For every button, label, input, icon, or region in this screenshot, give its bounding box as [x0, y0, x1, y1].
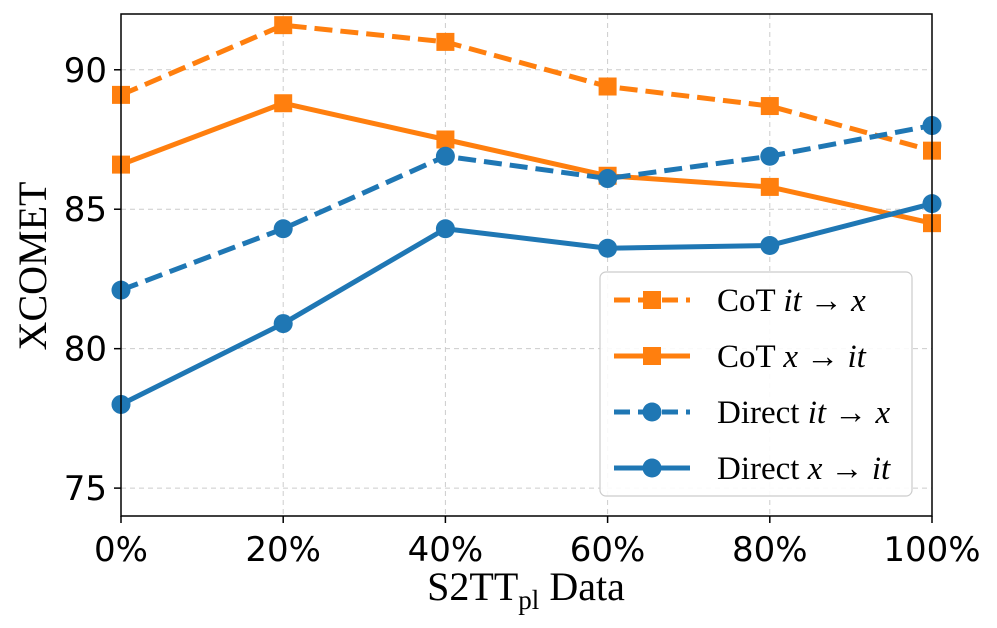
- data-point-square: [598, 77, 617, 96]
- legend-marker-circle: [642, 458, 662, 478]
- series-line: [120, 100, 933, 226]
- x-axis-title-rest: Data: [539, 564, 625, 609]
- legend-label: Direct x → it: [717, 451, 891, 487]
- y-axis-label: XCOMET: [10, 182, 55, 351]
- data-point-circle: [598, 238, 618, 258]
- data-point-circle: [273, 219, 293, 239]
- data-point-square: [274, 94, 293, 113]
- x-axis-title: S2TTpl Data: [427, 564, 625, 615]
- x-tick-label: 80%: [732, 530, 808, 570]
- legend-entry: Direct it → x: [614, 395, 891, 431]
- data-point-square: [436, 32, 455, 51]
- data-point-square: [436, 130, 455, 149]
- x-tick-label: 60%: [570, 530, 646, 570]
- data-point-circle: [598, 169, 618, 189]
- legend-entry: CoT x → it: [614, 339, 867, 375]
- data-point-circle: [760, 146, 780, 166]
- axis-ticks: 0% 20% 40% 60% 80% 100% 75 80 85 90: [64, 51, 981, 570]
- x-axis-title-subscript: pl: [518, 585, 539, 615]
- y-tick-label: 75: [64, 469, 107, 509]
- data-point-square: [274, 16, 293, 35]
- data-point-circle: [435, 146, 455, 166]
- y-tick-label: 85: [64, 190, 107, 230]
- legend-entry: Direct x → it: [614, 451, 891, 487]
- x-axis-title-main: S2TT: [427, 564, 518, 609]
- series-line: [119, 201, 933, 407]
- series-line: [120, 22, 933, 154]
- data-point-square: [760, 177, 779, 196]
- series-4: [111, 194, 942, 414]
- series-layer: [111, 16, 942, 414]
- series-2: [112, 94, 941, 233]
- data-point-square: [760, 97, 779, 116]
- x-tick-label: 100%: [883, 530, 980, 570]
- plot-frame: [120, 13, 933, 517]
- y-tick-label: 90: [64, 51, 107, 91]
- series-1: [112, 16, 941, 160]
- x-tick-label: 0%: [94, 530, 148, 570]
- legend-marker-square: [643, 347, 661, 365]
- legend-marker-circle: [642, 402, 662, 422]
- y-axis-title: XCOMET: [10, 182, 55, 351]
- legend-label: CoT it → x: [717, 283, 866, 319]
- legend-marker-square: [643, 291, 661, 309]
- y-tick-label: 80: [64, 330, 107, 370]
- legend-label: CoT x → it: [717, 339, 867, 375]
- legend-entry: CoT it → x: [614, 283, 866, 319]
- data-point-circle: [435, 219, 455, 239]
- legend: CoT it → x CoT x → it Direct it → x Direct …: [599, 271, 913, 497]
- x-tick-label: 40%: [408, 530, 484, 570]
- series-line: [120, 123, 933, 293]
- x-tick-label: 20%: [245, 530, 321, 570]
- legend-box: [599, 271, 913, 497]
- data-point-circle: [273, 314, 293, 334]
- data-point-circle: [760, 235, 780, 255]
- legend-label: Direct it → x: [717, 395, 891, 431]
